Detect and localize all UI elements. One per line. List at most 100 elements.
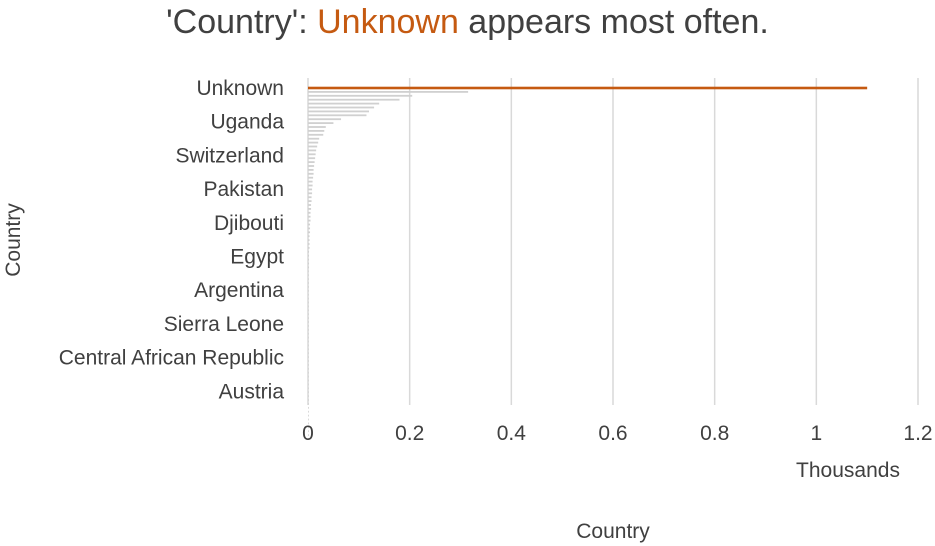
bar: [308, 145, 318, 148]
bar: [308, 293, 309, 296]
bar: [308, 367, 309, 370]
bar: [308, 180, 313, 183]
bar: [308, 258, 310, 261]
bar: [308, 305, 309, 308]
bar-highlight: [308, 86, 868, 90]
bar: [308, 184, 313, 187]
bar: [308, 118, 342, 121]
x-unit-label: Thousands: [796, 459, 900, 482]
bar: [308, 196, 312, 199]
bar: [308, 157, 316, 160]
title-prefix: 'Country':: [166, 3, 318, 41]
bar: [308, 137, 320, 140]
bar: [308, 313, 309, 316]
category-label: Uganda: [210, 111, 284, 134]
bar: [308, 438, 309, 440]
bar: [308, 114, 367, 117]
bar: [308, 94, 413, 97]
bar: [308, 169, 314, 171]
x-tick-label: 1: [810, 422, 822, 445]
bar: [308, 379, 309, 382]
gridlines: [307, 78, 919, 405]
category-label: Egypt: [230, 246, 284, 269]
bar: [308, 364, 309, 366]
x-axis-label: Country: [576, 520, 650, 543]
bar: [308, 414, 309, 417]
bar: [308, 243, 310, 245]
bar: [308, 371, 309, 374]
bar: [308, 153, 316, 156]
bar: [308, 317, 309, 319]
bar: [308, 297, 309, 300]
bar: [308, 122, 334, 124]
bar: [308, 344, 309, 347]
bar: [308, 227, 311, 230]
bar: [308, 426, 309, 429]
bar: [308, 286, 309, 288]
bar: [308, 223, 311, 226]
category-label: Central African Republic: [59, 347, 284, 370]
bar: [308, 328, 309, 331]
x-tick-labels: 0 0.2 0.4 0.6 0.8 1 1.2: [302, 422, 932, 445]
category-label: Sierra Leone: [164, 313, 284, 336]
bar: [308, 430, 309, 433]
bar: [308, 395, 309, 397]
category-label: Argentina: [194, 279, 284, 302]
bar: [308, 247, 310, 249]
bar: [308, 231, 311, 234]
category-label: Pakistan: [203, 178, 284, 201]
bar: [308, 215, 311, 218]
bar: [308, 176, 314, 179]
bar: [308, 133, 324, 136]
bar: [308, 130, 325, 132]
bar: [308, 360, 309, 362]
bar: [308, 282, 309, 284]
bar: [308, 106, 375, 109]
bar: [308, 301, 309, 304]
x-tick-label: 1.2: [903, 422, 932, 445]
bar: [308, 165, 315, 167]
bar: [308, 270, 309, 273]
bar: [308, 410, 309, 413]
category-label: Austria: [219, 380, 285, 403]
bar: [308, 110, 369, 113]
bar: [308, 208, 312, 210]
bar: [308, 219, 311, 222]
bar: [308, 161, 315, 163]
bar: [308, 434, 309, 436]
x-tick-label: 0.2: [395, 422, 424, 445]
bar: [308, 387, 309, 390]
bar: [308, 149, 317, 152]
bar: [308, 406, 309, 409]
bar: [308, 141, 319, 144]
bar: [308, 239, 310, 241]
bar: [308, 192, 313, 195]
bar: [308, 102, 380, 105]
bar: [308, 126, 326, 128]
category-label: Unknown: [196, 77, 284, 100]
bar: [308, 289, 309, 292]
bar: [308, 254, 310, 257]
x-tick-label: 0: [302, 422, 314, 445]
y-axis-label: Country: [2, 203, 25, 277]
category-label: Djibouti: [214, 212, 284, 235]
bar: [308, 204, 312, 206]
category-labels: Unknown Uganda Switzerland Pakistan Djibouti…: [59, 77, 285, 403]
chart-title: 'Country': Unknown appears most often.: [0, 0, 935, 44]
title-suffix: appears most often.: [458, 3, 769, 41]
bar: [308, 278, 309, 280]
bar: [308, 266, 310, 269]
bar: [308, 98, 400, 101]
bar: [308, 235, 310, 238]
bar: [308, 309, 309, 312]
bar: [308, 340, 309, 343]
bar: [308, 356, 309, 358]
bar: [308, 391, 309, 394]
bar: [308, 336, 309, 339]
category-label: Switzerland: [175, 144, 284, 167]
bar: [308, 422, 309, 425]
bar: [308, 399, 309, 401]
bars: [308, 86, 868, 440]
bar: [308, 188, 313, 191]
